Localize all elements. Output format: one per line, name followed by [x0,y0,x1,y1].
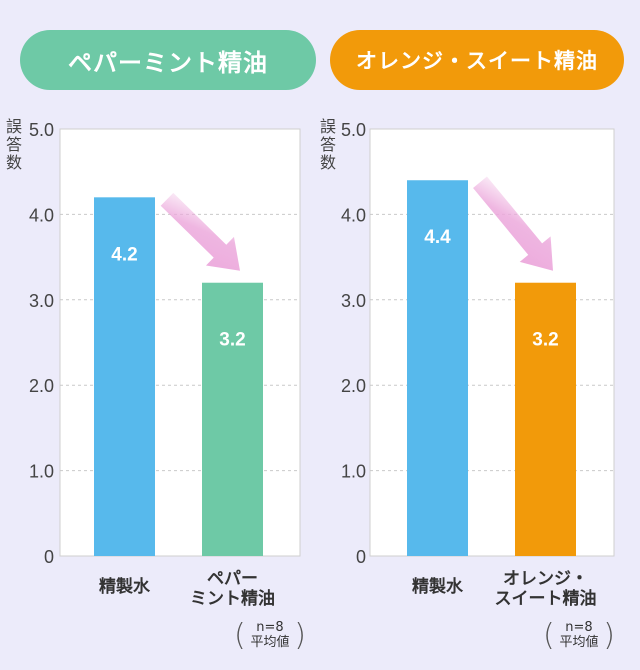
y-axis-label-char: 答 [320,135,336,154]
chart-title-peppermint: ペパーミント精油 [20,30,316,90]
y-tick-label: 3.0 [341,291,366,311]
x-tick-label: 精製水 [99,576,151,597]
x-tick-label: 精製水 [412,576,464,597]
y-tick-label: 5.0 [29,120,54,140]
y-tick-label: 5.0 [341,120,366,140]
note-n: n=8 [565,620,593,635]
data-label: 4.2 [111,244,137,265]
decrease-arrow [160,192,241,271]
y-tick-label: 2.0 [341,376,366,396]
y-axis-label-char: 誤 [6,117,22,136]
y-axis-label-char: 数 [6,153,22,172]
bar [407,180,468,557]
x-tick-label: ペパー [207,569,258,589]
y-axis-label-char: 数 [320,153,336,172]
bar [94,197,155,556]
x-tick-label: ミント精油 [190,588,275,609]
y-tick-label: 1.0 [341,462,366,482]
chart-title-orange: オレンジ・スイート精油 [330,30,624,90]
note-peppermint: ( n=8 平均値 ) [234,618,306,653]
bar [515,282,576,556]
x-tick-label: スイート精油 [495,588,597,609]
y-tick-label: 0 [356,547,366,567]
y-tick-label: 3.0 [29,291,54,311]
x-tick-label: オレンジ・ [503,569,588,589]
note-orange: ( n=8 平均値 ) [543,618,615,653]
y-tick-label: 1.0 [29,462,54,482]
y-axis-label-char: 答 [6,135,22,154]
y-axis-label-char: 誤 [320,117,336,136]
data-label: 4.4 [424,227,451,248]
y-tick-label: 4.0 [29,205,54,225]
note-mean: 平均値 [250,635,290,650]
bar [202,282,263,556]
decrease-arrow-shape [160,192,241,271]
data-label: 3.2 [532,330,558,351]
data-label: 3.2 [219,330,245,351]
decrease-arrow [473,176,554,271]
decrease-arrow-shape [473,176,554,271]
y-tick-label: 2.0 [29,376,54,396]
y-tick-label: 0 [44,547,54,567]
note-n: n=8 [256,620,284,635]
note-mean: 平均値 [559,635,599,650]
y-tick-label: 4.0 [341,205,366,225]
